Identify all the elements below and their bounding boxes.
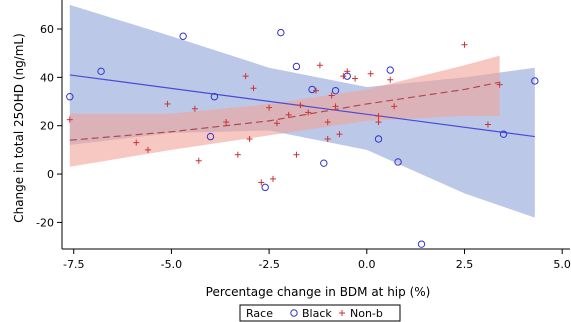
nonb-data-point	[336, 131, 343, 138]
nonb-data-point	[313, 87, 319, 94]
nonb-data-point	[242, 73, 249, 80]
y-tick-label: 40	[40, 71, 54, 84]
y-axis-label: Change in total 25OHD (ng/mL)	[12, 33, 26, 223]
nonb-data-point	[387, 76, 394, 83]
nonb-data-point	[293, 151, 300, 158]
nonb-data-point	[340, 73, 347, 80]
nonb-ci-band	[69, 55, 500, 167]
nonb-data-point	[297, 102, 304, 109]
black-data-point	[308, 85, 316, 94]
plot-area	[66, 4, 539, 248]
nonb-data-point	[461, 41, 468, 48]
nonb-data-point	[391, 103, 398, 110]
x-tick-label: 5.0	[553, 258, 571, 271]
black-data-point	[292, 62, 301, 71]
nonb-data-point	[266, 104, 273, 111]
x-tick-label: -5.0	[161, 258, 182, 271]
black-data-point	[261, 183, 269, 192]
legend-black-marker	[290, 309, 298, 317]
y-tick-label: 20	[40, 120, 54, 133]
legend-title: Race	[246, 307, 273, 320]
black-data-point	[394, 158, 402, 166]
nonb-data-point	[484, 121, 491, 128]
black-data-point	[210, 92, 219, 101]
nonb-data-point	[273, 120, 280, 127]
legend-black-label: Black	[302, 307, 332, 320]
x-tick-label: -7.5	[63, 258, 84, 271]
nonb-data-point	[234, 151, 241, 158]
black-data-point	[374, 135, 383, 143]
nonb-data-point	[305, 109, 312, 116]
black-data-point	[499, 130, 508, 138]
nonb-data-point	[285, 111, 292, 118]
nonb-data-point	[367, 70, 374, 77]
nonb-data-point	[324, 136, 331, 143]
black-data-point	[531, 77, 539, 85]
nonb-data-point	[324, 119, 331, 126]
x-axis-label: Percentage change in BDM at hip (%)	[206, 285, 431, 299]
black-data-point	[386, 66, 394, 74]
nonb-data-point	[352, 75, 359, 82]
nonb-data-point	[246, 136, 253, 143]
nonb-data-point	[223, 119, 230, 126]
nonb-data-point	[191, 105, 198, 112]
nonb-data-point	[375, 113, 382, 120]
nonb-data-point	[328, 92, 335, 99]
x-tick-label: 0.0	[358, 258, 376, 271]
nonb-data-point	[144, 146, 151, 153]
nonb-data-point	[164, 100, 171, 107]
black-fit-line	[69, 74, 535, 138]
nonb-data-point	[270, 175, 277, 182]
black-data-point	[206, 132, 215, 141]
black-data-point	[97, 67, 105, 76]
y-tick-label: 0	[47, 168, 54, 181]
nonb-data-point	[258, 179, 265, 186]
legend-nonb-marker	[339, 310, 345, 316]
black-data-point	[277, 28, 285, 37]
nonb-data-point	[66, 116, 73, 123]
legend-nonb-label: Non-b	[350, 307, 383, 320]
black-data-point	[331, 86, 340, 95]
y-tick-label: 60	[40, 23, 54, 36]
nonb-data-point	[344, 68, 351, 75]
nonb-data-point	[316, 62, 323, 69]
nonb-data-point	[250, 85, 257, 92]
nonb-data-point	[133, 139, 140, 146]
black-data-point	[417, 240, 426, 248]
legend-box	[239, 304, 401, 322]
x-tick-label: -2.5	[258, 258, 279, 271]
black-data-point	[179, 32, 187, 40]
nonb-data-point	[332, 103, 339, 110]
nonb-data-point	[496, 81, 503, 88]
black-data-point	[66, 92, 74, 101]
nonb-data-point	[375, 119, 382, 126]
axes: -20 0 20 40 60 -7.5 -5.0 -2.5 0.0 2.5 5.0	[36, 0, 571, 271]
x-tick-label: 2.5	[456, 258, 474, 271]
black-data-point	[320, 159, 328, 167]
legend: Race Black Non-b	[239, 304, 401, 322]
nonb-data-point	[195, 157, 202, 164]
y-tick-label: -20	[36, 216, 54, 229]
